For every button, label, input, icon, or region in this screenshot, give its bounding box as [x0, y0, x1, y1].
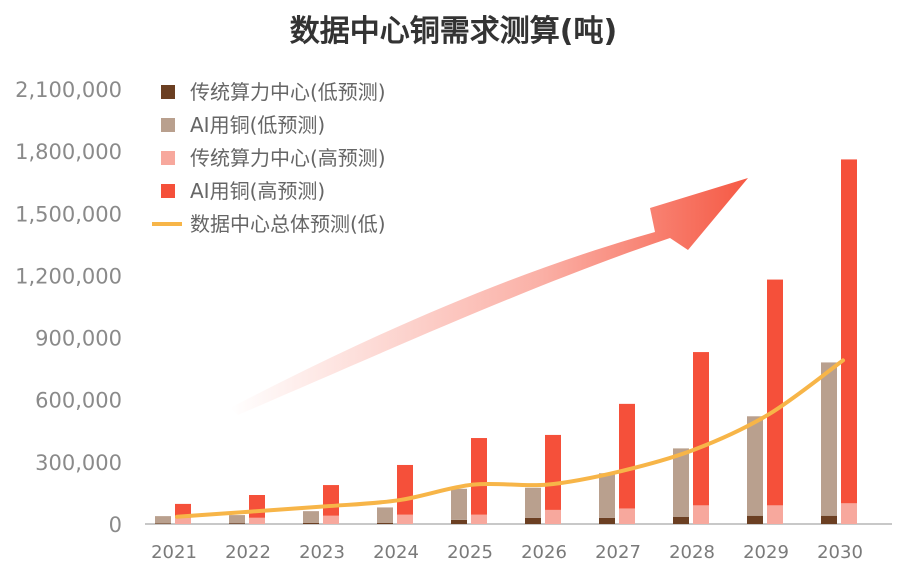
bar-traditional-high	[545, 509, 561, 524]
y-tick-label: 1,500,000	[15, 202, 122, 226]
x-tick-label: 2027	[595, 542, 641, 563]
x-tick-label: 2028	[669, 542, 715, 563]
bar-traditional-high	[841, 503, 857, 524]
bar-ai-low	[229, 515, 245, 524]
y-tick-label: 900,000	[35, 327, 122, 351]
bar-ai-low	[451, 488, 467, 520]
bar-ai-high	[841, 159, 857, 504]
bar-ai-low	[821, 362, 837, 516]
bar-ai-high	[397, 464, 413, 515]
y-tick-label: 1,200,000	[15, 264, 122, 288]
bar-traditional-low	[451, 519, 467, 524]
legend-swatch	[161, 151, 175, 165]
bar-traditional-low	[377, 522, 393, 524]
bar-ai-low	[599, 473, 615, 518]
legend-label: 传统算力中心(高预测)	[190, 146, 386, 170]
bar-traditional-high	[175, 517, 191, 524]
bar-traditional-low	[525, 517, 541, 524]
bar-traditional-low	[303, 522, 319, 524]
bar-traditional-high	[693, 505, 709, 524]
x-tick-label: 2024	[373, 542, 419, 563]
y-tick-label: 1,800,000	[15, 140, 122, 164]
trend-arrow-icon	[230, 178, 748, 415]
bar-traditional-low	[599, 517, 615, 524]
bar-ai-high	[545, 434, 561, 510]
bar-ai-low	[525, 487, 541, 518]
y-tick-label: 600,000	[35, 389, 122, 413]
line-total-low	[175, 358, 845, 519]
legend-label: 传统算力中心(低预测)	[190, 80, 386, 104]
bar-traditional-low	[821, 515, 837, 524]
bar-ai-low	[673, 448, 689, 517]
x-tick-label: 2021	[151, 542, 197, 563]
bar-ai-low	[303, 511, 319, 523]
bar-traditional-high	[767, 505, 783, 524]
x-tick-label: 2025	[447, 542, 493, 563]
bar-ai-high	[471, 438, 487, 515]
x-tick-label: 2026	[521, 542, 567, 563]
bar-traditional-high	[397, 514, 413, 524]
bar-ai-high	[323, 485, 339, 516]
x-tick-label: 2030	[817, 542, 863, 563]
bar-ai-high	[767, 279, 783, 506]
legend-label: AI用铜(低预测)	[190, 113, 325, 137]
bar-traditional-high	[249, 517, 265, 524]
y-tick-label: 300,000	[35, 451, 122, 475]
bar-ai-high	[619, 403, 635, 509]
bar-ai-high	[249, 495, 265, 518]
bar-traditional-high	[323, 515, 339, 524]
bar-ai-low	[747, 416, 763, 516]
bar-traditional-low	[229, 523, 245, 524]
legend-label: 数据中心总体预测(低)	[190, 212, 386, 236]
x-tick-label: 2029	[743, 542, 789, 563]
bar-ai-low	[377, 507, 393, 523]
y-tick-label: 0	[109, 513, 122, 537]
x-tick-label: 2023	[299, 542, 345, 563]
bar-traditional-high	[619, 508, 635, 524]
bar-ai-high	[693, 352, 709, 506]
chart-title: 数据中心铜需求测算(吨)	[289, 14, 618, 49]
bar-traditional-low	[747, 515, 763, 524]
legend-swatch	[161, 184, 175, 198]
bar-traditional-low	[155, 523, 171, 524]
legend-swatch	[161, 85, 175, 99]
legend-label: AI用铜(高预测)	[190, 179, 325, 203]
bar-traditional-low	[673, 516, 689, 524]
bar-traditional-high	[471, 514, 487, 524]
bar-ai-low	[155, 516, 171, 524]
y-tick-label: 2,100,000	[15, 78, 122, 102]
x-tick-label: 2022	[225, 542, 271, 563]
legend-swatch	[161, 118, 175, 132]
